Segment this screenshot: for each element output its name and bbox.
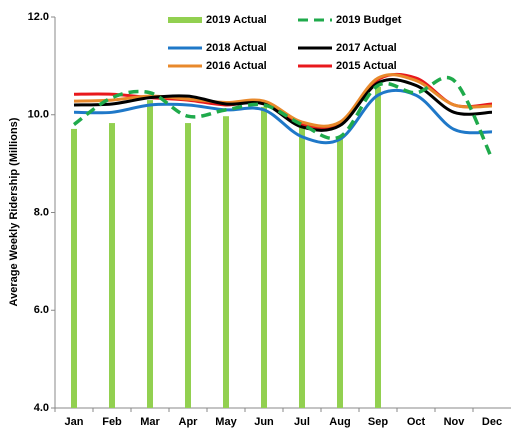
x-tick-label: Jan — [65, 416, 84, 428]
bar — [109, 123, 115, 408]
x-tick-label: May — [215, 416, 237, 428]
x-tick-label: Nov — [444, 416, 466, 428]
y-tick-label: 8.0 — [34, 206, 49, 218]
y-tick-label: 4.0 — [34, 402, 49, 414]
legend-label: 2019 Actual — [206, 14, 267, 26]
line — [73, 88, 493, 145]
y-tick-label: 12.0 — [28, 11, 49, 23]
x-tick-label: Aug — [329, 416, 350, 428]
line — [73, 72, 493, 130]
x-tick-label: Mar — [140, 416, 160, 428]
line — [72, 75, 494, 160]
legend-label: 2016 Actual — [206, 60, 267, 72]
x-tick-label: Jun — [254, 416, 274, 428]
x-tick-label: Jul — [294, 416, 310, 428]
bar — [261, 106, 267, 409]
bar — [375, 86, 381, 409]
line — [73, 73, 493, 128]
bar — [337, 137, 343, 408]
x-tick-label: Dec — [482, 416, 502, 428]
legend-label: 2018 Actual — [206, 42, 267, 54]
bar — [299, 126, 305, 408]
x-tick-label: Apr — [179, 416, 199, 428]
x-tick-label: Feb — [102, 416, 122, 428]
bar — [185, 123, 191, 408]
y-axis-label: Average Weekly Ridership (Millions) — [8, 117, 20, 306]
legend-swatch — [168, 17, 202, 23]
legend-label: 2017 Actual — [336, 42, 397, 54]
bar — [147, 100, 153, 409]
bar — [71, 128, 77, 408]
y-tick-label: 10.0 — [28, 109, 49, 121]
legend-label: 2019 Budget — [336, 14, 402, 26]
legend-label: 2015 Actual — [336, 60, 397, 72]
x-tick-label: Sep — [368, 416, 388, 428]
bar — [223, 116, 229, 408]
x-tick-label: Oct — [407, 416, 426, 428]
y-tick-label: 6.0 — [34, 304, 49, 316]
